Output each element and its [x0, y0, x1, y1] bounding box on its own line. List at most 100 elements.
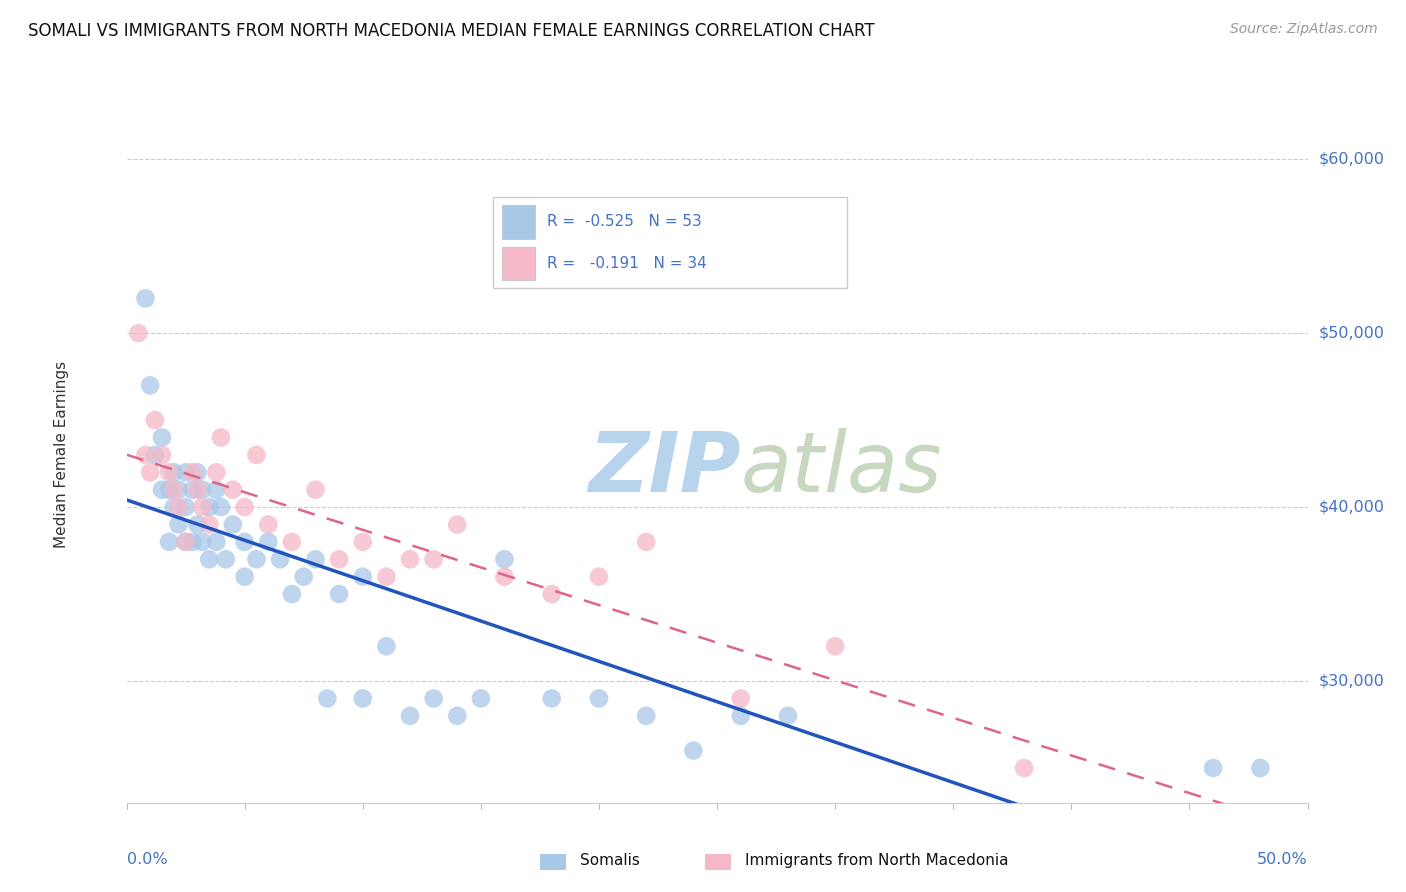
Point [143, 448, 166, 462]
Point [198, 552, 221, 566]
FancyBboxPatch shape [502, 205, 536, 238]
Point [181, 535, 204, 549]
Point [245, 448, 267, 462]
Point [209, 431, 232, 445]
Point [636, 709, 658, 723]
Point [233, 500, 256, 515]
Point [205, 483, 228, 497]
Point [682, 744, 704, 758]
Point [167, 500, 190, 515]
Point [163, 483, 186, 497]
Point [730, 709, 752, 723]
Text: 50.0%: 50.0% [1257, 852, 1308, 866]
Point [257, 535, 280, 549]
Point [446, 517, 468, 532]
Text: atlas: atlas [741, 428, 942, 509]
Text: Median Female Earnings: Median Female Earnings [53, 361, 69, 549]
Point [292, 570, 315, 584]
Point [233, 570, 256, 584]
Text: 0.0%: 0.0% [127, 852, 167, 866]
Point [167, 483, 190, 497]
Text: $60,000: $60,000 [1319, 152, 1385, 167]
Point [139, 378, 162, 392]
Point [215, 552, 238, 566]
Point [163, 500, 186, 515]
Point [198, 517, 221, 532]
Point [446, 709, 468, 723]
Point [304, 552, 326, 566]
Point [150, 448, 173, 462]
Point [186, 483, 208, 497]
Point [399, 709, 422, 723]
Point [143, 413, 166, 427]
Point [134, 448, 156, 462]
Text: Somalis: Somalis [581, 853, 640, 868]
Point [222, 517, 245, 532]
Text: ZIP: ZIP [588, 428, 741, 509]
Point [174, 535, 197, 549]
Point [422, 691, 444, 706]
Point [209, 500, 232, 515]
Text: $50,000: $50,000 [1319, 326, 1385, 341]
Point [191, 500, 214, 515]
Point [174, 535, 197, 549]
FancyBboxPatch shape [706, 855, 731, 870]
Point [824, 640, 846, 654]
Point [134, 292, 156, 306]
Point [399, 552, 422, 566]
Point [150, 431, 173, 445]
Point [776, 709, 799, 723]
Point [269, 552, 291, 566]
Point [540, 691, 562, 706]
Point [174, 466, 197, 480]
Point [157, 466, 180, 480]
Point [1202, 761, 1225, 775]
Point [1249, 761, 1271, 775]
FancyBboxPatch shape [540, 855, 565, 870]
Text: $40,000: $40,000 [1319, 500, 1385, 515]
Text: R =   -0.191   N = 34: R = -0.191 N = 34 [547, 256, 707, 271]
Point [375, 640, 398, 654]
Point [150, 483, 173, 497]
Point [281, 587, 304, 601]
Point [375, 570, 398, 584]
Point [304, 483, 326, 497]
Text: R =  -0.525   N = 53: R = -0.525 N = 53 [547, 214, 702, 229]
Point [328, 552, 350, 566]
Point [470, 691, 492, 706]
Point [205, 466, 228, 480]
Point [636, 535, 658, 549]
Point [205, 535, 228, 549]
Point [316, 691, 339, 706]
Point [588, 691, 610, 706]
Point [186, 517, 208, 532]
Point [191, 483, 214, 497]
Point [352, 570, 374, 584]
Point [730, 691, 752, 706]
Point [352, 535, 374, 549]
Text: Source: ZipAtlas.com: Source: ZipAtlas.com [1230, 22, 1378, 37]
Point [257, 517, 280, 532]
FancyBboxPatch shape [502, 247, 536, 280]
Point [352, 691, 374, 706]
Point [191, 535, 214, 549]
Point [167, 517, 190, 532]
Point [494, 552, 516, 566]
Point [198, 500, 221, 515]
Text: Immigrants from North Macedonia: Immigrants from North Macedonia [745, 853, 1010, 868]
Point [127, 326, 149, 341]
Point [222, 483, 245, 497]
Point [233, 535, 256, 549]
Point [174, 500, 197, 515]
Point [245, 552, 267, 566]
Point [181, 466, 204, 480]
Point [157, 483, 180, 497]
Text: SOMALI VS IMMIGRANTS FROM NORTH MACEDONIA MEDIAN FEMALE EARNINGS CORRELATION CHA: SOMALI VS IMMIGRANTS FROM NORTH MACEDONI… [28, 22, 875, 40]
Point [139, 466, 162, 480]
Point [494, 570, 516, 584]
Point [422, 552, 444, 566]
Point [281, 535, 304, 549]
FancyBboxPatch shape [492, 197, 846, 288]
Text: $30,000: $30,000 [1319, 673, 1385, 689]
Point [540, 587, 562, 601]
